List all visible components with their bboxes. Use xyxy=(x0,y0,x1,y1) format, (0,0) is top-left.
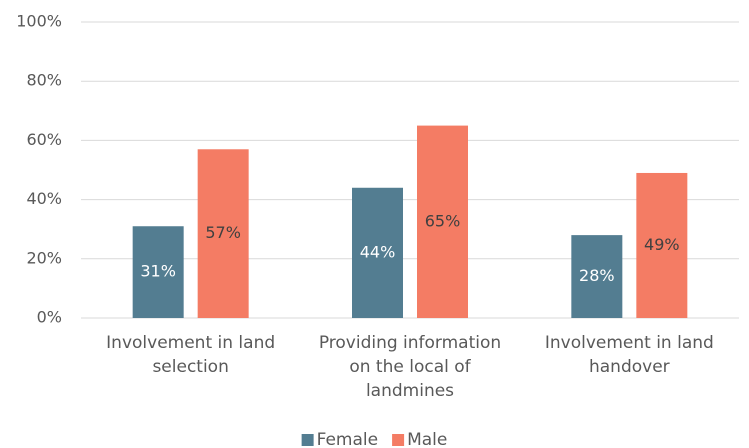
y-tick-label: 0% xyxy=(37,308,62,327)
x-tick-label: Involvement in land selection xyxy=(106,333,275,377)
bar xyxy=(132,226,184,318)
x-tick-label: Involvement in land handover xyxy=(545,333,714,377)
y-tick-label: 100% xyxy=(16,12,62,31)
bar xyxy=(352,187,403,318)
bar xyxy=(571,235,623,318)
legend-label: Female xyxy=(317,430,378,448)
y-tick-label: 80% xyxy=(26,71,62,90)
data-label: 31% xyxy=(140,262,176,281)
legend-swatch xyxy=(392,434,405,446)
x-tick-label: Providing information on the local of land… xyxy=(319,333,501,401)
y-tick-label: 60% xyxy=(26,130,62,149)
data-label: 44% xyxy=(360,242,396,261)
bar xyxy=(417,125,468,318)
bar xyxy=(197,149,249,318)
data-label: 57% xyxy=(205,223,241,242)
data-label: 28% xyxy=(579,266,615,285)
y-tick-label: 20% xyxy=(26,248,62,267)
legend-label: Male xyxy=(407,430,447,448)
data-label: 65% xyxy=(425,211,461,230)
data-label: 49% xyxy=(644,235,680,254)
y-tick-label: 40% xyxy=(26,189,62,208)
bar xyxy=(636,172,688,318)
legend-swatch xyxy=(301,434,314,446)
